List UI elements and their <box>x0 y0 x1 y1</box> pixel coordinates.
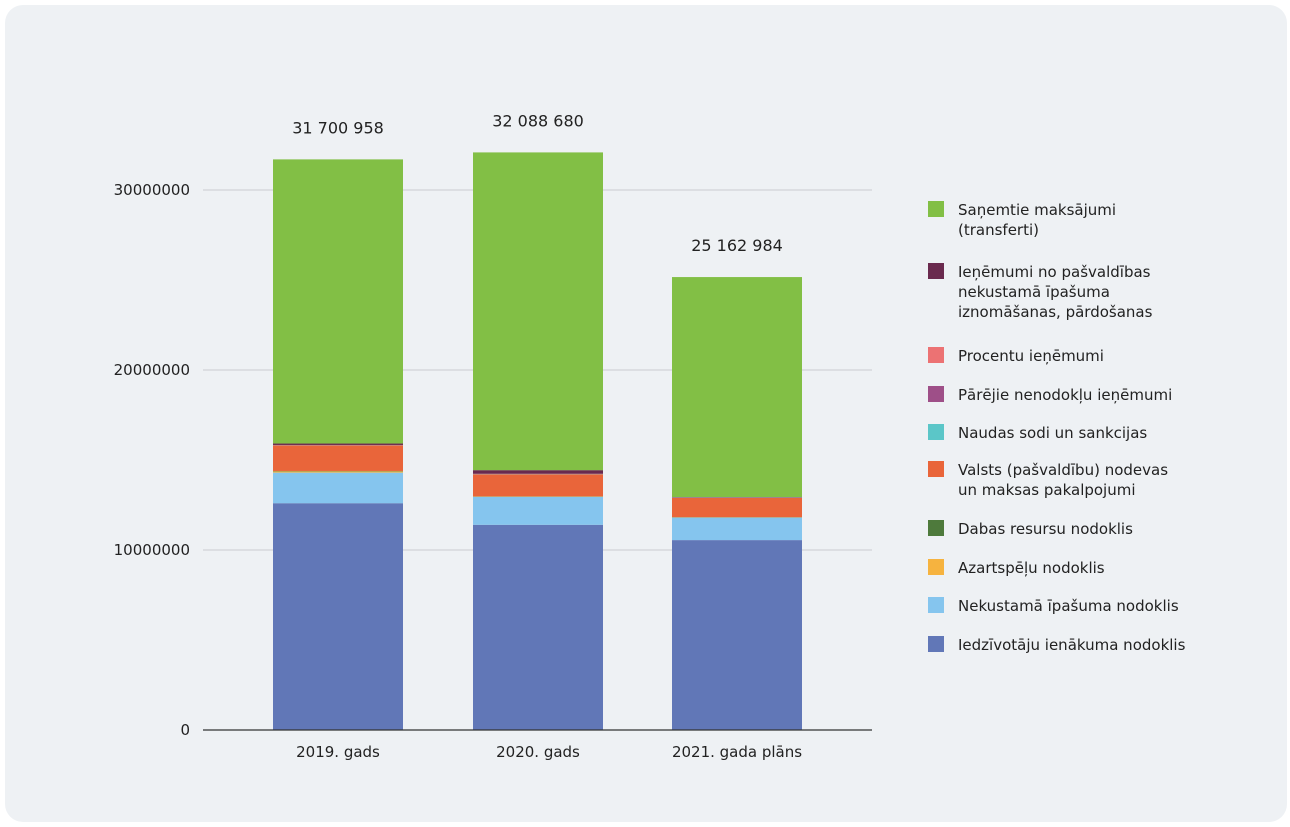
bar-segment <box>273 443 403 445</box>
bar-segment <box>473 524 603 730</box>
legend-item: Saņemtie maksājumi (transferti) <box>928 200 1228 240</box>
bar-segment <box>273 503 403 730</box>
x-tick-label: 2021. gada plāns <box>672 743 802 761</box>
bar-segment <box>672 277 802 498</box>
chart-card <box>5 5 1287 822</box>
y-tick-label: 0 <box>180 721 190 739</box>
bar-total-label: 31 700 958 <box>292 118 384 137</box>
legend-label: Iedzīvotāju ienākuma nodoklis <box>958 636 1186 654</box>
legend-swatch <box>928 424 944 440</box>
bar-segment <box>273 159 403 444</box>
bar-segment <box>672 517 802 541</box>
legend-item: Iedzīvotāju ienākuma nodoklis <box>928 635 1228 655</box>
legend-swatch <box>928 597 944 613</box>
x-tick-label: 2019. gads <box>296 743 380 761</box>
legend-item: Procentu ieņēmumi <box>928 346 1228 366</box>
legend-swatch <box>928 347 944 363</box>
legend-label: Azartspēļu nodoklis <box>958 559 1105 577</box>
legend-swatch <box>928 263 944 279</box>
bar-total-label: 25 162 984 <box>691 236 783 255</box>
bar-segment <box>672 540 802 730</box>
legend-item: Naudas sodi un sankcijas <box>928 423 1228 443</box>
legend-item: Azartspēļu nodoklis <box>928 558 1228 578</box>
legend-label: Nekustamā īpašuma nodoklis <box>958 597 1179 615</box>
legend-item: Dabas resursu nodoklis <box>928 519 1228 539</box>
legend-label: Naudas sodi un sankcijas <box>958 424 1148 442</box>
bar-segment <box>473 496 603 525</box>
legend-item: Ieņēmumi no pašvaldības nekustamā īpašum… <box>928 262 1228 322</box>
bar-segment <box>273 471 403 473</box>
bar-segment <box>473 152 603 471</box>
legend-item: Pārējie nenodokļu ieņēmumi <box>928 385 1228 405</box>
legend-label: Pārējie nenodokļu ieņēmumi <box>958 386 1173 404</box>
y-tick-label: 20000000 <box>114 361 190 379</box>
bar-segment <box>473 470 603 474</box>
legend-swatch <box>928 636 944 652</box>
legend-label: Dabas resursu nodoklis <box>958 520 1133 538</box>
bar-total-label: 32 088 680 <box>492 111 584 130</box>
legend-swatch <box>928 520 944 536</box>
legend-label: Ieņēmumi no pašvaldības nekustamā īpašum… <box>958 263 1153 321</box>
legend-swatch <box>928 386 944 402</box>
y-tick-label: 30000000 <box>114 181 190 199</box>
bar-segment <box>672 497 802 518</box>
legend-swatch <box>928 559 944 575</box>
legend-label: Procentu ieņēmumi <box>958 347 1104 365</box>
bar-segment <box>273 472 403 504</box>
legend-item: Nekustamā īpašuma nodoklis <box>928 596 1228 616</box>
bar-segment <box>473 474 603 497</box>
x-tick-label: 2020. gads <box>496 743 580 761</box>
legend-swatch <box>928 201 944 217</box>
legend-swatch <box>928 461 944 477</box>
legend-item: Valsts (pašvaldību) nodevas un maksas pa… <box>928 460 1228 500</box>
legend-label: Valsts (pašvaldību) nodevas un maksas pa… <box>958 461 1169 499</box>
y-tick-label: 10000000 <box>114 541 190 559</box>
bar-segment <box>273 445 403 471</box>
legend-label: Saņemtie maksājumi (transferti) <box>958 201 1117 239</box>
